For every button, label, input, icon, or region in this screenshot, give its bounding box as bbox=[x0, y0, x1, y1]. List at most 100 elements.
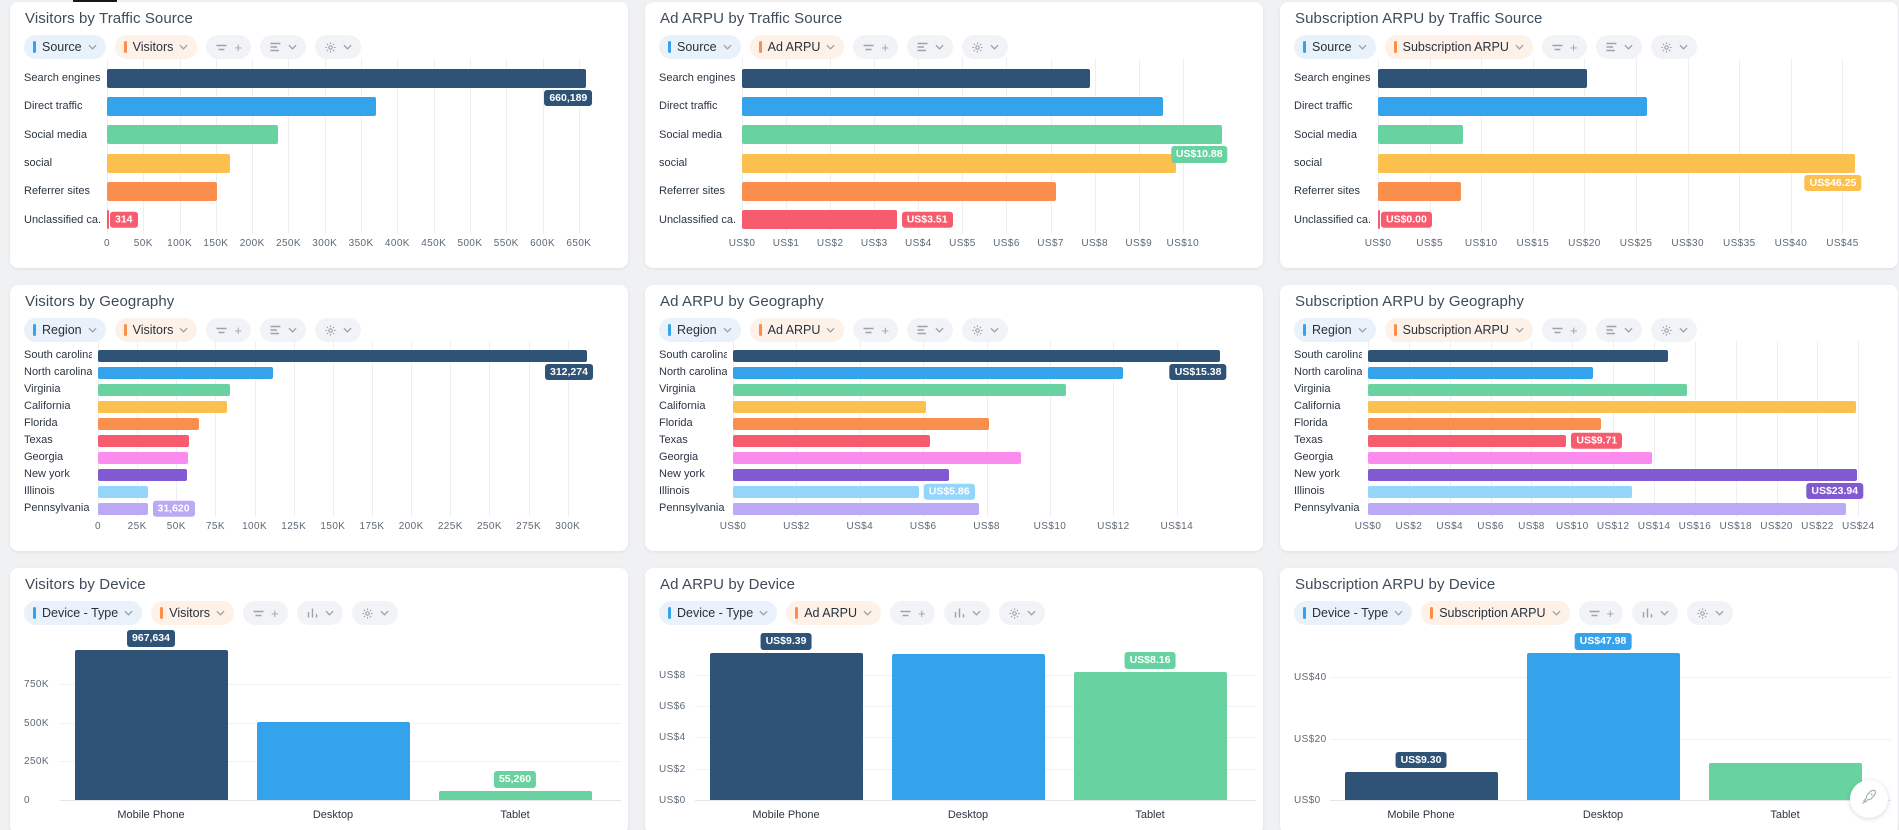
assistant-fab-button[interactable] bbox=[1850, 780, 1888, 818]
settings-button[interactable] bbox=[1650, 318, 1697, 342]
bar[interactable] bbox=[98, 400, 228, 413]
sort-layout-button[interactable] bbox=[259, 318, 306, 342]
measure-select[interactable]: Ad ARPU bbox=[749, 318, 845, 342]
bar[interactable] bbox=[733, 434, 930, 447]
settings-button[interactable] bbox=[962, 318, 1009, 342]
bar[interactable] bbox=[98, 468, 187, 481]
dimension-select[interactable]: Region bbox=[659, 318, 741, 342]
add-filter-button[interactable]: + bbox=[1541, 318, 1587, 342]
dimension-select[interactable]: Region bbox=[1294, 318, 1376, 342]
measure-select[interactable]: Visitors bbox=[114, 318, 198, 342]
bar[interactable] bbox=[107, 68, 587, 88]
bar[interactable] bbox=[1708, 763, 1862, 800]
bar[interactable] bbox=[107, 97, 376, 116]
bar[interactable] bbox=[98, 485, 149, 498]
bar[interactable] bbox=[98, 349, 587, 362]
add-filter-button[interactable]: + bbox=[206, 318, 251, 342]
bar[interactable] bbox=[107, 182, 217, 201]
bar[interactable] bbox=[1368, 502, 1847, 515]
dimension-select[interactable]: Device - Type bbox=[1294, 601, 1413, 625]
bar[interactable] bbox=[1526, 653, 1680, 800]
bar[interactable] bbox=[1378, 210, 1380, 230]
bar[interactable] bbox=[98, 383, 231, 396]
dimension-select[interactable]: Device - Type bbox=[659, 601, 778, 625]
bar[interactable] bbox=[1368, 468, 1858, 481]
bar[interactable] bbox=[1073, 672, 1227, 800]
dimension-select[interactable]: Source bbox=[1294, 35, 1376, 59]
add-filter-button[interactable]: + bbox=[853, 318, 899, 342]
add-filter-button[interactable]: + bbox=[1541, 35, 1587, 59]
settings-button[interactable] bbox=[314, 35, 361, 59]
bar[interactable] bbox=[742, 97, 1163, 116]
bar[interactable] bbox=[1378, 68, 1587, 88]
sort-layout-button[interactable] bbox=[943, 601, 990, 625]
bar[interactable] bbox=[107, 153, 231, 173]
settings-button[interactable] bbox=[1687, 601, 1734, 625]
add-filter-button[interactable]: + bbox=[206, 35, 251, 59]
bar[interactable] bbox=[1378, 153, 1856, 173]
bar[interactable] bbox=[742, 68, 1091, 88]
bar[interactable] bbox=[98, 451, 189, 464]
bar[interactable] bbox=[733, 349, 1221, 362]
bar[interactable] bbox=[742, 153, 1176, 173]
bar[interactable] bbox=[1368, 434, 1567, 447]
sort-layout-button[interactable] bbox=[907, 318, 954, 342]
bar[interactable] bbox=[1368, 451, 1652, 464]
settings-button[interactable] bbox=[351, 601, 398, 625]
add-filter-button[interactable]: + bbox=[890, 601, 935, 625]
bar[interactable] bbox=[1368, 383, 1687, 396]
sort-layout-button[interactable] bbox=[1632, 601, 1679, 625]
bar[interactable] bbox=[1368, 400, 1857, 413]
bar[interactable] bbox=[74, 650, 228, 800]
dimension-select[interactable]: Source bbox=[24, 35, 106, 59]
bar[interactable] bbox=[98, 366, 274, 379]
bar[interactable] bbox=[1368, 485, 1632, 498]
bar[interactable] bbox=[733, 468, 949, 481]
settings-button[interactable] bbox=[314, 318, 361, 342]
bar[interactable] bbox=[733, 400, 927, 413]
measure-select[interactable]: Subscription ARPU bbox=[1384, 35, 1533, 59]
measure-select[interactable]: Subscription ARPU bbox=[1421, 601, 1570, 625]
bar[interactable] bbox=[1368, 417, 1601, 430]
sort-layout-button[interactable] bbox=[907, 35, 954, 59]
sort-layout-button[interactable] bbox=[1595, 318, 1642, 342]
dimension-select[interactable]: Source bbox=[659, 35, 741, 59]
bar[interactable] bbox=[742, 210, 897, 230]
bar[interactable] bbox=[733, 451, 1022, 464]
measure-select[interactable]: Subscription ARPU bbox=[1384, 318, 1533, 342]
bar[interactable] bbox=[1368, 366, 1593, 379]
bar[interactable] bbox=[256, 721, 410, 800]
bar[interactable] bbox=[1378, 125, 1463, 145]
bar[interactable] bbox=[107, 210, 109, 230]
bar[interactable] bbox=[742, 125, 1222, 145]
bar[interactable] bbox=[709, 653, 863, 800]
bar[interactable] bbox=[98, 502, 148, 515]
bar[interactable] bbox=[733, 417, 989, 430]
bar[interactable] bbox=[107, 125, 279, 145]
sort-layout-button[interactable] bbox=[1595, 35, 1642, 59]
settings-button[interactable] bbox=[998, 601, 1045, 625]
add-filter-button[interactable]: + bbox=[1578, 601, 1624, 625]
dimension-select[interactable]: Region bbox=[24, 318, 106, 342]
bar[interactable] bbox=[1378, 182, 1461, 201]
settings-button[interactable] bbox=[1650, 35, 1697, 59]
bar[interactable] bbox=[733, 383, 1066, 396]
measure-select[interactable]: Ad ARPU bbox=[749, 35, 845, 59]
bar[interactable] bbox=[742, 182, 1056, 201]
settings-button[interactable] bbox=[962, 35, 1009, 59]
bar[interactable] bbox=[1344, 771, 1498, 800]
dimension-select[interactable]: Device - Type bbox=[24, 601, 143, 625]
add-filter-button[interactable]: + bbox=[242, 601, 288, 625]
sort-layout-button[interactable] bbox=[296, 601, 343, 625]
bar[interactable] bbox=[733, 366, 1123, 379]
bar[interactable] bbox=[98, 434, 189, 447]
measure-select[interactable]: Visitors bbox=[114, 35, 198, 59]
bar[interactable] bbox=[891, 653, 1045, 800]
sort-layout-button[interactable] bbox=[259, 35, 306, 59]
bar[interactable] bbox=[733, 502, 979, 515]
bar[interactable] bbox=[1368, 349, 1669, 362]
measure-select[interactable]: Visitors bbox=[151, 601, 234, 625]
add-filter-button[interactable]: + bbox=[853, 35, 899, 59]
bar[interactable] bbox=[1378, 97, 1648, 116]
bar[interactable] bbox=[438, 791, 592, 800]
